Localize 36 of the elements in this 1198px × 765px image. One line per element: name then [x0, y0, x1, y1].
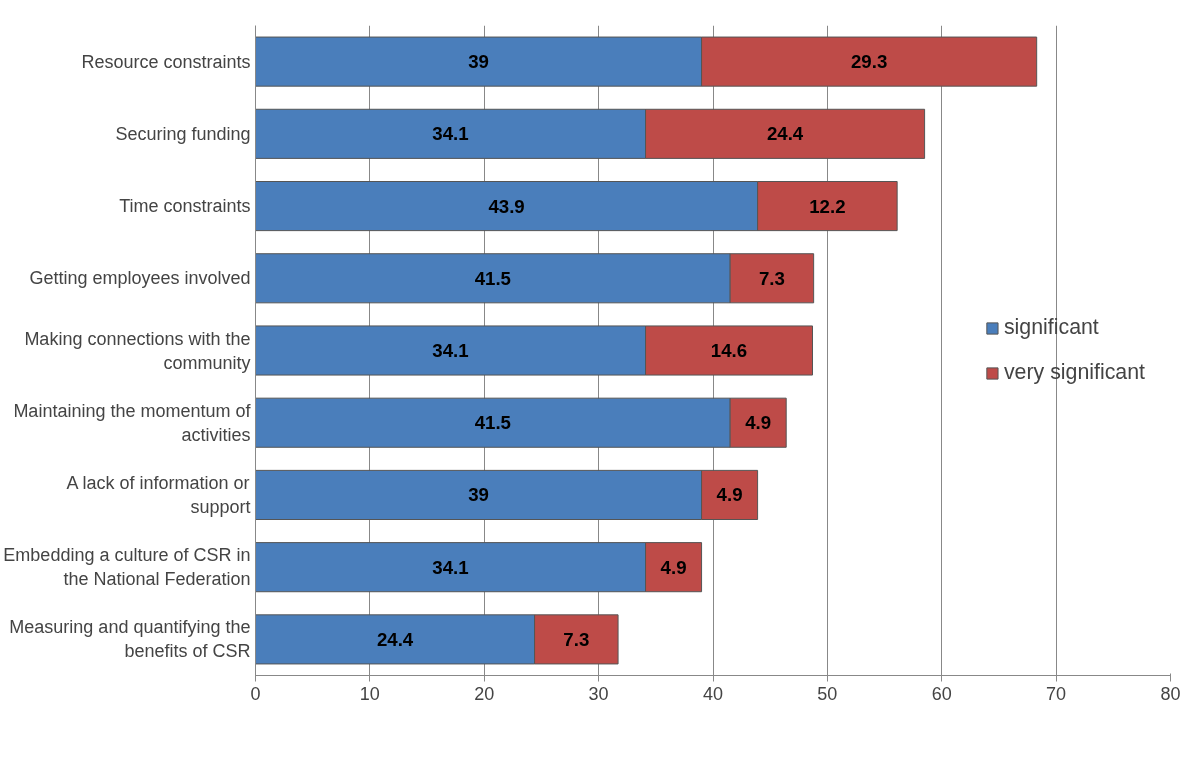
- y-tick-label: Measuring and quantifying the benefits of CSR: [9, 617, 251, 662]
- data-label: 34.1: [432, 340, 469, 361]
- x-tick-label: 20: [474, 683, 495, 704]
- data-label: 39: [468, 51, 489, 73]
- data-label: 24.4: [766, 123, 804, 145]
- y-tick-label: Embedding a culture of CSR in the National Federation: [3, 545, 251, 590]
- x-tick-label: 30: [588, 683, 609, 704]
- data-label: 34.1: [432, 123, 469, 145]
- x-tick-label: 80: [1160, 683, 1181, 704]
- x-tick-label: 10: [359, 683, 380, 704]
- x-tick-label: 50: [817, 683, 838, 704]
- y-tick-label: Resource constraints: [81, 51, 251, 72]
- y-tick-label: A lack of information or support: [66, 472, 251, 517]
- y-tick-label: Getting employees involved: [29, 268, 251, 289]
- data-label: 41.5: [474, 267, 511, 289]
- data-label: 14.6: [710, 340, 748, 361]
- x-tick-label: 0: [250, 683, 261, 704]
- data-label: 4.9: [660, 556, 687, 578]
- data-label: 4.9: [745, 412, 772, 434]
- data-label: 12.2: [809, 195, 846, 217]
- x-tick-label: 60: [931, 683, 952, 704]
- data-label: 24.4: [376, 628, 414, 650]
- y-tick-label: Time constraints: [119, 196, 251, 217]
- data-label: 29.3: [850, 51, 888, 73]
- y-tick-label: Making connections with the community: [24, 328, 251, 373]
- data-label: 39: [468, 484, 489, 506]
- data-label: 41.5: [474, 412, 511, 434]
- y-tick-label: Maintaining the momentum of activities: [13, 400, 252, 445]
- x-tick-label: 70: [1046, 683, 1067, 704]
- data-label: 7.3: [563, 628, 590, 650]
- data-label: 34.1: [432, 556, 469, 578]
- data-label: 7.3: [758, 267, 785, 289]
- data-label: 43.9: [488, 195, 525, 217]
- y-tick-label: Securing funding: [115, 123, 251, 144]
- x-tick-label: 40: [702, 683, 724, 704]
- data-label: 4.9: [716, 484, 743, 506]
